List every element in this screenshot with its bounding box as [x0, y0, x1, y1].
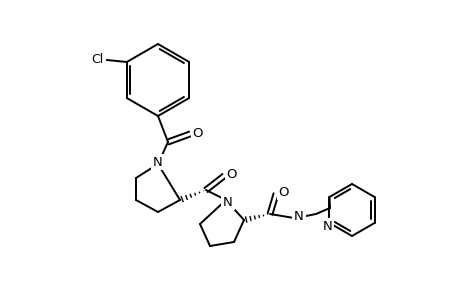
Text: O: O: [192, 127, 203, 140]
Text: O: O: [278, 185, 289, 199]
Text: N: N: [153, 155, 162, 169]
Text: O: O: [226, 167, 237, 181]
Text: Cl: Cl: [91, 52, 104, 65]
Text: N: N: [223, 196, 232, 208]
Text: N: N: [293, 209, 303, 223]
Text: N: N: [322, 220, 332, 232]
